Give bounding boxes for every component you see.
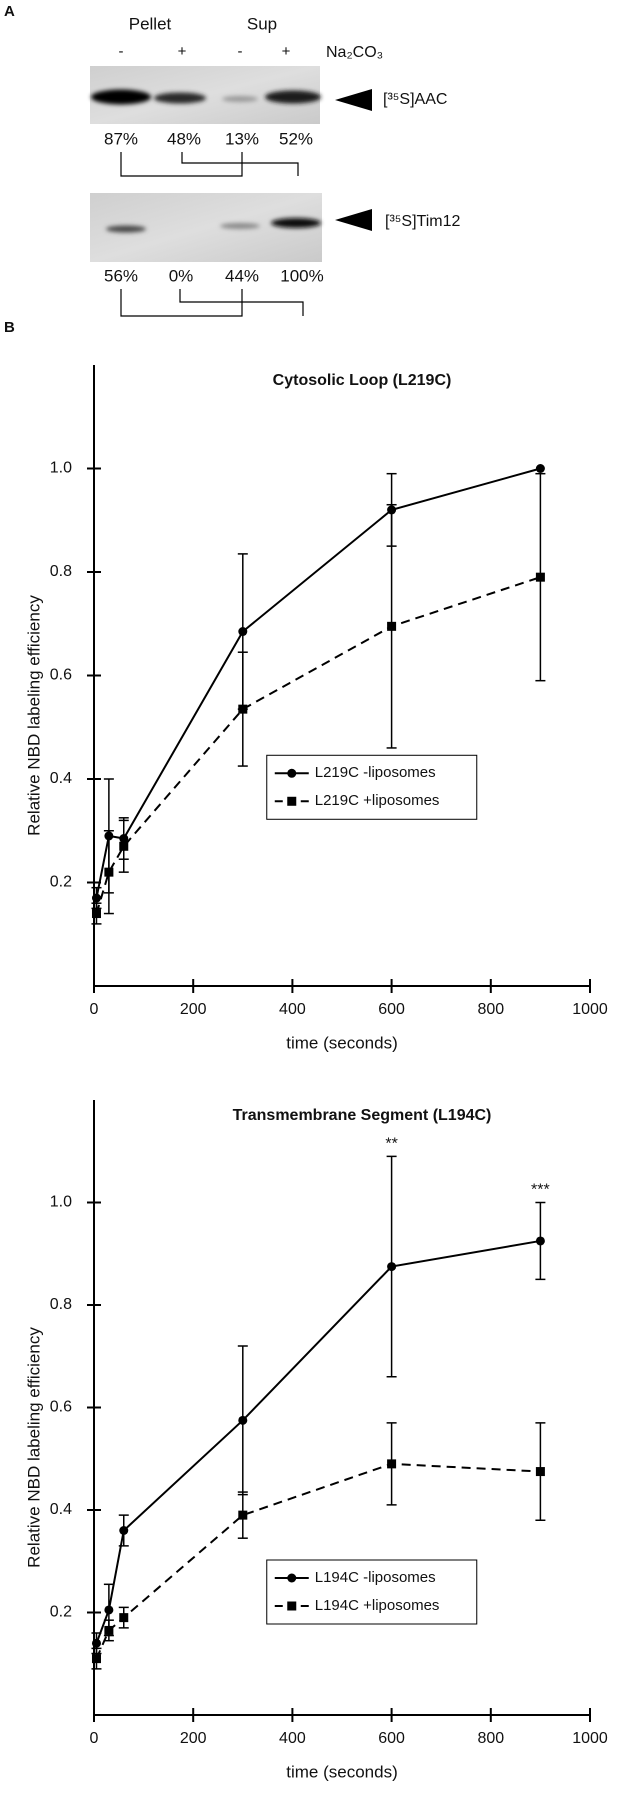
series-line bbox=[95, 1239, 541, 1644]
marker bbox=[287, 1573, 297, 1583]
marker bbox=[104, 1625, 114, 1635]
y-tick-label: 0.4 bbox=[50, 770, 72, 787]
marker bbox=[535, 464, 545, 473]
y-axis-label: Relative NBD labeling efficiency bbox=[24, 1327, 43, 1568]
marker bbox=[387, 1262, 397, 1272]
percentage: 0% bbox=[169, 266, 194, 285]
y-tick-label: 0.8 bbox=[50, 563, 72, 580]
band-arrow bbox=[335, 209, 372, 231]
marker bbox=[91, 1654, 101, 1664]
comparison-bracket bbox=[120, 152, 299, 177]
treatment-label: + bbox=[282, 43, 291, 60]
y-tick-label: 0.4 bbox=[50, 1501, 72, 1518]
series-line bbox=[95, 576, 541, 914]
comparison-bracket bbox=[120, 289, 304, 317]
legend-label: L219C +liposomes bbox=[315, 792, 440, 809]
marker bbox=[104, 867, 114, 877]
chart-title: Cytosolic Loop (L219C) bbox=[273, 372, 452, 389]
treatment-label: - bbox=[119, 43, 124, 60]
percentage: 44% bbox=[225, 266, 259, 285]
significance-annotation: *** bbox=[531, 1182, 550, 1199]
x-tick-label: 800 bbox=[477, 1730, 504, 1747]
marker bbox=[238, 704, 248, 714]
y-tick-label: 1.0 bbox=[50, 460, 72, 477]
treatment-label: + bbox=[178, 43, 187, 60]
percentage: 52% bbox=[279, 129, 313, 148]
marker bbox=[119, 841, 129, 851]
band-arrow bbox=[335, 89, 372, 111]
reagent-label: Na₂CO₃ bbox=[326, 44, 383, 61]
panel-label: A bbox=[4, 3, 15, 20]
x-tick-label: 400 bbox=[279, 1730, 306, 1747]
y-tick-label: 0.8 bbox=[50, 1296, 72, 1313]
y-tick-label: 0.2 bbox=[50, 1604, 72, 1621]
marker bbox=[287, 796, 297, 806]
significance-annotation: ** bbox=[385, 1136, 397, 1153]
percentage: 13% bbox=[225, 129, 259, 148]
legend-label: L194C +liposomes bbox=[315, 1597, 440, 1614]
legend-label: L194C -liposomes bbox=[315, 1569, 436, 1586]
marker bbox=[387, 1459, 397, 1469]
percentage: 87% bbox=[104, 129, 138, 148]
y-tick-label: 1.0 bbox=[50, 1194, 72, 1211]
x-axis-label: time (seconds) bbox=[286, 1762, 397, 1781]
x-tick-label: 600 bbox=[378, 1001, 405, 1018]
marker bbox=[387, 621, 397, 631]
x-axis-label: time (seconds) bbox=[286, 1033, 397, 1052]
marker bbox=[287, 1601, 297, 1611]
percentage: 100% bbox=[280, 266, 323, 285]
marker bbox=[91, 893, 101, 903]
marker bbox=[535, 1236, 545, 1246]
marker bbox=[535, 1467, 545, 1477]
x-tick-label: 600 bbox=[378, 1730, 405, 1747]
y-tick-label: 0.6 bbox=[50, 667, 72, 684]
series-line bbox=[95, 1462, 541, 1660]
chart: Transmembrane Segment (L194C) time (secon… bbox=[24, 1100, 608, 1781]
x-tick-label: 800 bbox=[477, 1001, 504, 1018]
x-tick-label: 400 bbox=[279, 1001, 306, 1018]
chart-title: Transmembrane Segment (L194C) bbox=[233, 1107, 492, 1124]
group-label: Sup bbox=[247, 14, 277, 33]
marker bbox=[238, 1510, 248, 1520]
marker bbox=[238, 627, 248, 637]
x-tick-label: 200 bbox=[180, 1001, 207, 1018]
panel-label: B bbox=[4, 319, 15, 336]
x-tick-label: 1000 bbox=[572, 1001, 608, 1018]
percentage: 48% bbox=[167, 129, 201, 148]
marker bbox=[91, 909, 101, 919]
blot-label: [³⁵S]Tim12 bbox=[385, 213, 460, 230]
series-line bbox=[95, 467, 541, 899]
x-tick-label: 0 bbox=[90, 1001, 99, 1018]
percentage: 56% bbox=[104, 266, 138, 285]
marker bbox=[91, 1638, 101, 1648]
gel-blot bbox=[90, 193, 322, 262]
y-axis-label: Relative NBD labeling efficiency bbox=[24, 595, 43, 836]
marker bbox=[535, 572, 545, 582]
blot-label: [³⁵S]AAC bbox=[383, 91, 447, 108]
legend: L194C -liposomes L194C +liposomes bbox=[266, 1559, 478, 1625]
legend-box bbox=[266, 1559, 478, 1625]
marker bbox=[119, 1613, 129, 1623]
gel-blot bbox=[90, 66, 321, 124]
legend: L219C -liposomes L219C +liposomes bbox=[266, 754, 478, 820]
x-tick-label: 200 bbox=[180, 1730, 207, 1747]
legend-box bbox=[266, 754, 478, 820]
y-tick-label: 0.2 bbox=[50, 874, 72, 891]
marker bbox=[104, 1605, 114, 1615]
x-tick-label: 0 bbox=[90, 1730, 99, 1747]
marker bbox=[119, 1526, 129, 1535]
marker bbox=[287, 768, 297, 778]
x-tick-label: 1000 bbox=[572, 1730, 608, 1747]
marker bbox=[238, 1415, 248, 1425]
y-tick-label: 0.6 bbox=[50, 1399, 72, 1416]
group-label: Pellet bbox=[129, 14, 172, 33]
chart: Cytosolic Loop (L219C) time (seconds) Rela… bbox=[24, 365, 608, 1052]
treatment-label: - bbox=[238, 43, 243, 60]
legend-label: L219C -liposomes bbox=[315, 764, 436, 781]
